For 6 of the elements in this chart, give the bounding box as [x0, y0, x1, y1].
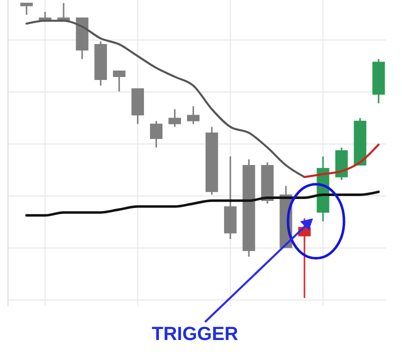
candlestick: [187, 106, 200, 125]
candlestick: [150, 120, 162, 148]
candlestick: [112, 70, 126, 92]
candlestick: [168, 108, 182, 128]
text: TRIGGER: [152, 324, 239, 345]
candlestick: [20, 2, 33, 16]
